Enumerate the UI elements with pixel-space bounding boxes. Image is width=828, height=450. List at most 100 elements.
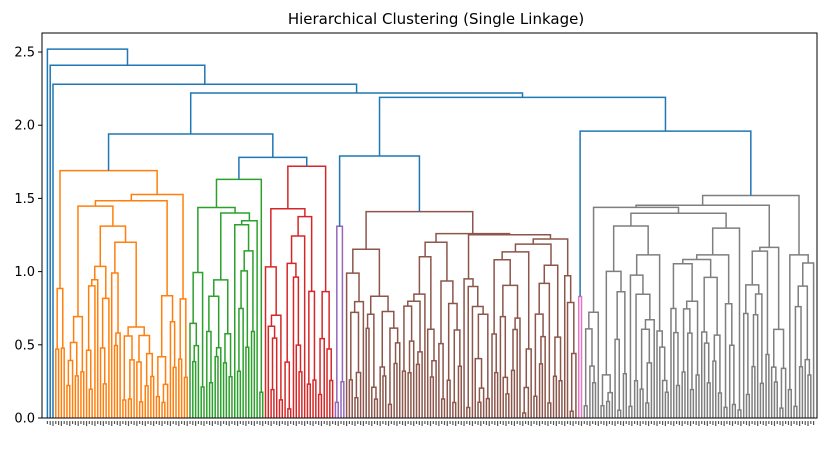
dendrogram-link: [628, 405, 633, 418]
dendrogram-link: [369, 295, 389, 315]
leaf-label: [457, 421, 460, 424]
leaf-label: [164, 421, 166, 424]
leaf-label: [329, 421, 331, 426]
leaf-label: [404, 421, 406, 426]
dendrogram-link: [338, 155, 421, 227]
leaf-label: [463, 421, 465, 426]
dendrogram-link: [365, 210, 474, 250]
leaf-label: [516, 421, 518, 424]
leaf-label: [723, 421, 725, 426]
leaf-label: [776, 421, 778, 424]
leaf-label: [365, 421, 367, 424]
dendrogram-link: [681, 371, 686, 418]
dendrogram-link: [452, 401, 457, 418]
dendrogram-link: [350, 311, 360, 380]
leaf-label: [477, 421, 479, 425]
dendrogram-link: [751, 250, 769, 355]
dendrogram-link: [138, 334, 151, 362]
dendrogram-link: [538, 363, 544, 418]
leaf-label: [359, 421, 362, 425]
leaf-label: [650, 421, 653, 424]
leaf-label: [804, 421, 806, 425]
leaf-label: [754, 421, 756, 425]
dendrogram-link: [675, 384, 681, 418]
leaf-label: [245, 421, 247, 426]
dendrogram-link: [354, 396, 359, 418]
leaf-label: [407, 421, 409, 424]
leaf-label: [779, 421, 781, 425]
leaf-label: [499, 421, 502, 424]
leaf-label: [346, 421, 348, 426]
dendrogram-link: [547, 402, 552, 418]
leaf-label: [334, 421, 337, 425]
leaf-label: [401, 421, 404, 425]
leaf-label: [348, 421, 351, 424]
dendrogram-link: [566, 301, 575, 418]
dendrogram-link: [600, 404, 605, 418]
leaf-label: [222, 421, 225, 424]
leaf-label: [497, 421, 499, 426]
leaf-label: [564, 421, 566, 426]
leaf-label: [443, 421, 446, 425]
leaf-label: [200, 421, 202, 425]
dendrogram-link: [306, 383, 312, 418]
dendrogram-link: [240, 220, 258, 418]
dendrogram-link: [162, 383, 169, 418]
leaf-label: [684, 421, 686, 424]
dendrogram-link: [522, 412, 527, 418]
dendrogram-link: [584, 328, 593, 406]
leaf-label: [80, 421, 82, 424]
y-tick-label: 2.0: [14, 119, 35, 134]
dendrogram-link: [286, 262, 297, 363]
leaf-label: [745, 421, 748, 425]
leaf-label: [351, 421, 353, 425]
leaf-label: [799, 421, 801, 426]
dendrogram-link: [284, 361, 291, 418]
dendrogram-link: [348, 379, 353, 418]
dendrogram-link: [737, 409, 742, 418]
leaf-label: [52, 421, 54, 426]
leaf-label: [57, 421, 60, 425]
leaf-label: [681, 421, 683, 426]
leaf-label: [538, 421, 541, 426]
dendrogram-link: [378, 96, 667, 156]
dendrogram-link: [633, 380, 639, 418]
dendrogram-link: [403, 305, 413, 372]
dendrogram-link: [381, 310, 395, 368]
dendrogram-link: [161, 401, 166, 418]
dendrogram-link: [189, 92, 524, 135]
leaf-label: [801, 421, 804, 424]
leaf-label: [175, 421, 177, 425]
dendrogram-link: [640, 328, 651, 390]
dendrogram-link: [169, 321, 176, 418]
dendrogram-link: [614, 338, 621, 418]
dendrogram-link: [645, 402, 650, 418]
leaf-label: [645, 421, 647, 425]
leaf-label: [488, 421, 490, 426]
dendrogram-link: [208, 382, 214, 418]
dendrogram-link: [478, 387, 485, 418]
leaf-label: [60, 421, 62, 426]
dendrogram-link: [80, 371, 85, 418]
dendrogram-link: [259, 391, 264, 418]
dendrogram-link: [440, 280, 454, 344]
leaf-label: [438, 421, 440, 426]
dendrogram-link: [329, 379, 334, 418]
dendrogram-link: [308, 290, 316, 385]
leaf-label: [63, 421, 65, 424]
leaf-label: [77, 421, 79, 426]
dendrogram-link: [467, 233, 552, 279]
leaf-label: [536, 421, 538, 425]
dendrogram-link: [236, 370, 242, 418]
leaf-label: [273, 421, 275, 424]
dendrogram-link: [802, 262, 815, 418]
leaf-label: [455, 421, 457, 426]
dendrogram-link: [485, 397, 490, 418]
leaf-label: [494, 421, 496, 425]
leaf-label: [102, 421, 104, 426]
dendrogram-link: [466, 406, 471, 418]
leaf-label: [508, 421, 510, 424]
leaf-label: [667, 421, 669, 424]
leaf-label: [720, 421, 722, 425]
leaf-label: [424, 421, 426, 424]
